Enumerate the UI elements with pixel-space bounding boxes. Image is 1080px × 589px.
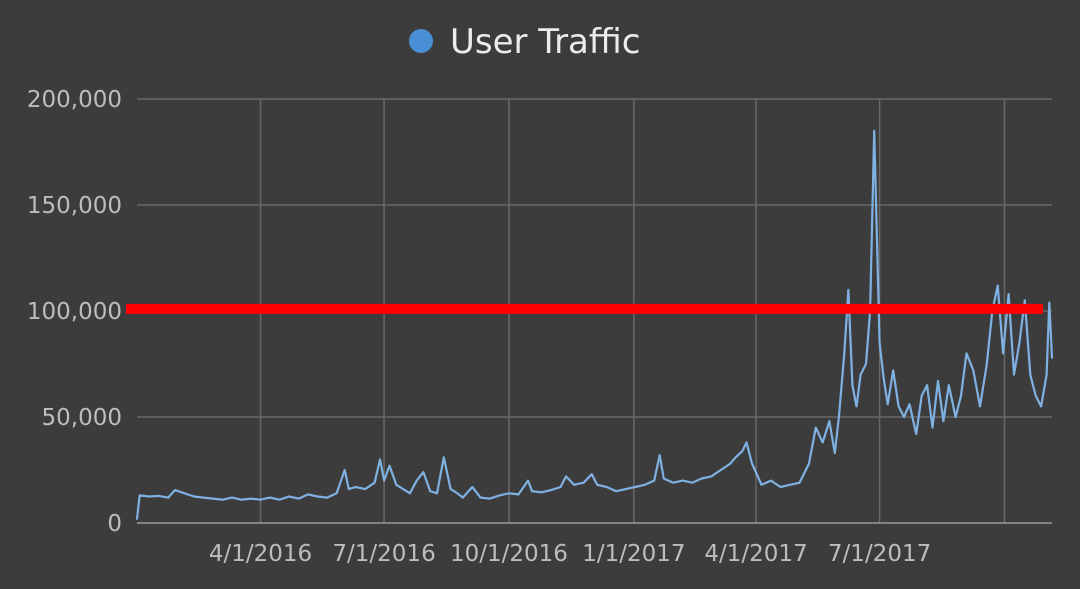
y-tick-label: 150,000 xyxy=(27,193,122,219)
y-tick-label: 0 xyxy=(107,511,122,537)
legend-label: User Traffic xyxy=(450,22,640,62)
y-axis-tick-labels: 0 50,000 100,000 150,000 200,000 xyxy=(27,87,122,537)
x-tick-label: 4/1/2016 xyxy=(209,541,312,567)
y-tick-label: 50,000 xyxy=(42,405,122,431)
x-tick-label: 1/1/2017 xyxy=(582,541,685,567)
chart-legend: User Traffic xyxy=(409,22,640,62)
x-tick-label: 4/1/2017 xyxy=(704,541,807,567)
y-tick-label: 100,000 xyxy=(27,299,122,325)
x-tick-label: 7/1/2016 xyxy=(332,541,435,567)
series-layer xyxy=(135,129,1054,520)
y-tick-label: 200,000 xyxy=(27,87,122,113)
series-line-user-traffic xyxy=(135,129,1054,520)
legend-marker xyxy=(409,29,433,53)
x-axis-tick-labels: 4/1/2016 7/1/2016 10/1/2016 1/1/2017 4/1/201… xyxy=(209,541,931,567)
x-tick-label: 7/1/2017 xyxy=(828,541,931,567)
x-tick-label: 10/1/2016 xyxy=(450,541,568,567)
